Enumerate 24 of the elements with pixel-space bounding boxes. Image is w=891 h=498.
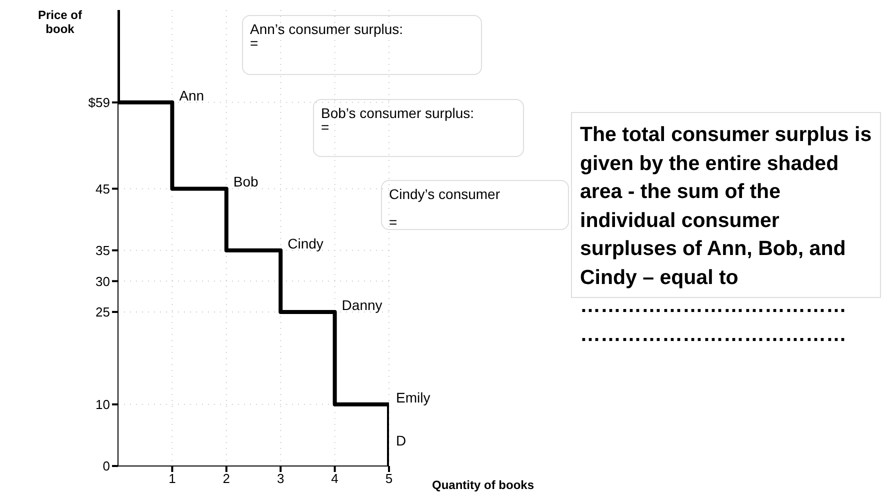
annotation: Ann’s consumer surplus: =: [242, 15, 482, 75]
annotation: D: [396, 432, 406, 449]
x-tick-label: 4: [331, 471, 338, 486]
y-tick-label: 0: [102, 458, 110, 474]
annotation: Bob’s consumer surplus: =: [313, 99, 524, 157]
y-tick-label: $59: [88, 95, 110, 110]
annotation: Emily: [396, 389, 430, 406]
y-tick-label: 35: [96, 242, 110, 258]
x-tick-label: 2: [222, 471, 230, 486]
annotation: Ann: [179, 87, 204, 104]
x-tick-label: 3: [276, 471, 284, 486]
annotation: Danny: [342, 296, 382, 313]
annotation: Bob: [233, 174, 259, 190]
y-tick-label: 10: [96, 396, 110, 412]
annotation: Cindy’s consumer =: [381, 180, 569, 230]
text: The total consumer surplus is given by the entire shaded area - the sum of the individual consumer surpluses of Ann, Bob, and Cindy – equal to ………………………………… …………………………………: [579, 122, 873, 346]
x-tick-label: 1: [168, 471, 176, 486]
x-tick-label: 5: [385, 471, 393, 486]
y-tick-label: 45: [96, 181, 110, 196]
annotation: Cindy: [288, 235, 324, 252]
y-axis-title: Price of book: [36, 8, 83, 36]
x-axis-title: Quantity of books: [432, 478, 534, 492]
y-tick-label: 30: [96, 274, 110, 289]
y-tick-label: 25: [96, 304, 110, 320]
